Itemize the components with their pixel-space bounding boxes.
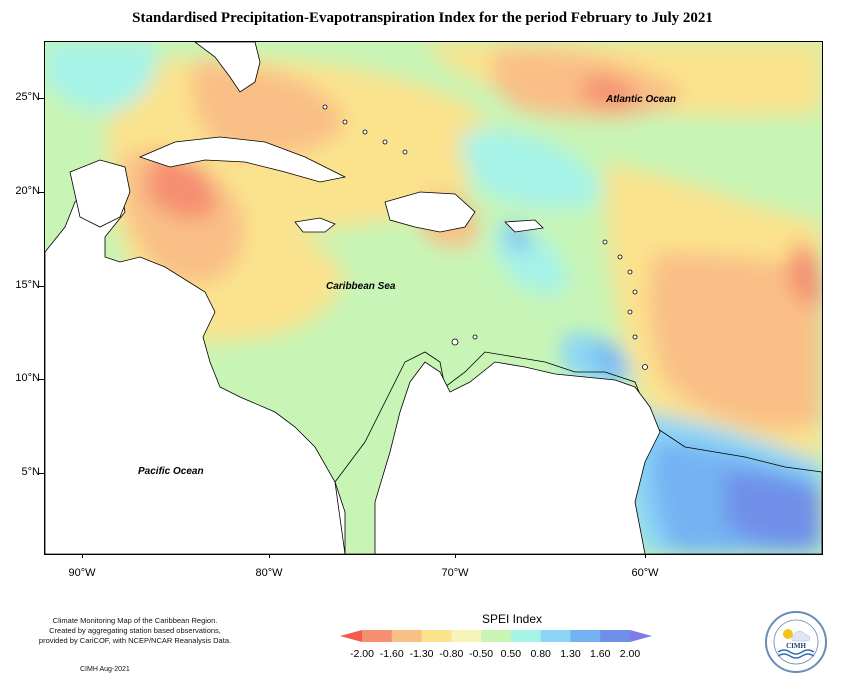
- lat-tickmark: [39, 473, 44, 474]
- lon-tick-90: 90°W: [68, 567, 96, 579]
- legend-labels: -2.00 -1.60 -1.30 -0.80 -0.50 0.50 0.80 1.30 1.6…: [340, 648, 652, 662]
- legend-swatch: [481, 630, 512, 642]
- lon-tick-80: 80°W: [255, 567, 283, 579]
- lat-tick-15: 15°N: [15, 279, 40, 291]
- legend-label: 1.30: [560, 648, 581, 660]
- lon-tickmark: [455, 553, 456, 558]
- legend-label: 2.00: [619, 648, 641, 660]
- legend-label: -0.80: [439, 648, 464, 660]
- legend-swatch: [510, 630, 542, 642]
- small-islands: [322, 104, 648, 370]
- legend-swatch-high: [630, 630, 652, 642]
- label-pacific-ocean: Pacific Ocean: [138, 466, 204, 477]
- legend-swatch: [421, 630, 452, 642]
- label-caribbean-sea: Caribbean Sea: [326, 281, 396, 292]
- legend-label: 1.60: [590, 648, 611, 660]
- lat-tick-25: 25°N: [15, 91, 40, 103]
- footer-line-1: Climate Monitoring Map of the Caribbean …: [52, 616, 218, 625]
- legend-swatch: [600, 630, 631, 642]
- lat-tick-5: 5°N: [21, 466, 40, 478]
- lat-tickmark: [39, 286, 44, 287]
- footer-line-2: Created by aggregating station based obs…: [49, 626, 221, 635]
- lon-tick-70: 70°W: [441, 567, 469, 579]
- spei-map: [45, 42, 822, 554]
- legend-colorbar: [340, 630, 652, 642]
- lat-tick-20: 20°N: [15, 185, 40, 197]
- legend-label: 0.80: [530, 648, 551, 660]
- lat-tickmark: [39, 379, 44, 380]
- footer-notes: Climate Monitoring Map of the Caribbean …: [20, 616, 250, 646]
- lon-tickmark: [269, 553, 270, 558]
- footer-line-3: provided by CariCOF, with NCEP/NCAR Rean…: [38, 636, 232, 645]
- legend-label: -2.00: [350, 648, 374, 660]
- legend-swatch: [540, 630, 571, 642]
- map-title: Standardised Precipitation-Evapotranspir…: [132, 10, 713, 26]
- credit-text: CIMH Aug-2021: [80, 666, 130, 673]
- legend-label: -0.50: [469, 648, 494, 660]
- legend-label: -1.60: [379, 648, 404, 660]
- legend-swatch: [362, 630, 393, 642]
- land-masses: [45, 42, 822, 554]
- legend-swatch: [451, 630, 482, 642]
- legend-label: 0.50: [500, 648, 522, 660]
- lon-tickmark: [645, 553, 646, 558]
- legend-swatch: [391, 630, 423, 642]
- lat-tick-10: 10°N: [15, 372, 40, 384]
- spei-field-blobs: [45, 42, 822, 554]
- lat-tickmark: [39, 98, 44, 99]
- legend-swatch: [570, 630, 601, 642]
- lon-tickmark: [82, 553, 83, 558]
- legend-label: -1.30: [409, 648, 434, 660]
- label-atlantic-ocean: Atlantic Ocean: [606, 94, 677, 105]
- map-frame: [44, 41, 823, 555]
- legend-title: SPEI Index: [481, 612, 543, 626]
- logo-text: CIMH: [786, 642, 806, 650]
- legend-swatch-low: [340, 630, 362, 642]
- cimh-logo: CIMH: [765, 611, 827, 673]
- lat-tickmark: [39, 192, 44, 193]
- lon-tick-60: 60°W: [631, 567, 659, 579]
